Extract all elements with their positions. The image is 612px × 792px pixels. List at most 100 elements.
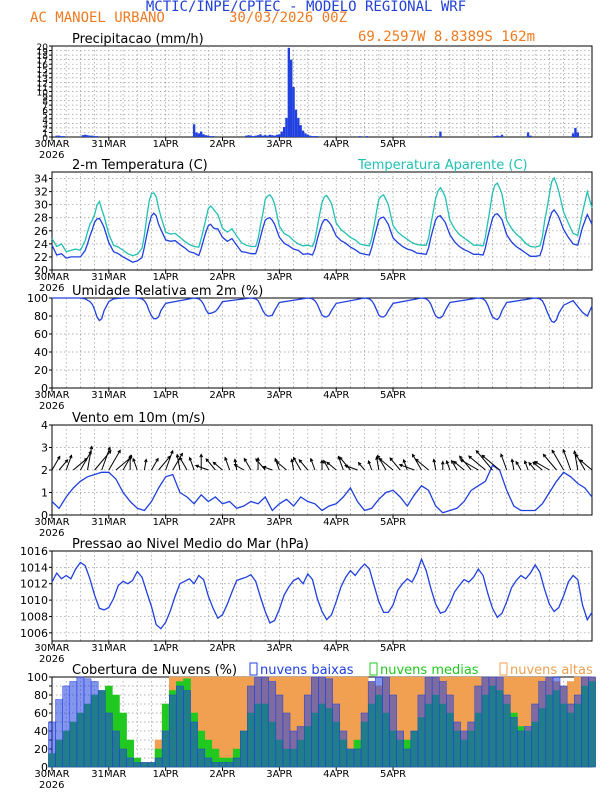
cloud-bar-nuvens-baixas <box>48 721 56 768</box>
precip-ytick-label: 8 <box>42 98 48 108</box>
clouds-xtick-label: 30MAR <box>34 769 69 780</box>
precip-ytick-label: 7 <box>42 102 48 112</box>
wind-vector <box>276 461 287 471</box>
humidity-ytick-label: 0 <box>41 382 48 395</box>
cloud-bar-nuvens-baixas <box>552 676 561 768</box>
precip-bar <box>197 133 201 137</box>
wind-xtick-label: 5APR <box>380 517 406 528</box>
wind-ytick-label: 0 <box>41 509 48 522</box>
wind-ytick-label: 4 <box>41 419 48 432</box>
cloud-bar-nuvens-baixas <box>382 676 390 768</box>
cloud-bar-nuvens-baixas <box>438 681 447 768</box>
pressure-xtick-label: 2APR <box>209 643 235 654</box>
precip-ytick-label: 15 <box>37 66 48 76</box>
cloud-bar-nuvens-baixas <box>524 726 532 768</box>
precip-bar <box>93 136 96 137</box>
cloud-bar-nuvens-baixas <box>154 757 163 768</box>
precip-bar <box>576 132 579 137</box>
clouds-title: Cobertura de Nuvens (%) <box>72 663 237 678</box>
precip-bar <box>83 134 87 137</box>
wind-vector-head <box>344 464 349 469</box>
precip-ytick-label: 3 <box>42 120 48 130</box>
precip-bar <box>316 136 319 137</box>
precip-bar <box>200 131 203 137</box>
precip-bar <box>245 135 248 137</box>
precip-ytick-label: 4 <box>42 116 48 126</box>
humidity-line <box>52 297 593 324</box>
precip-bar <box>207 135 210 137</box>
cloud-bar-nuvens-baixas <box>467 721 476 768</box>
wind-vector-head <box>389 457 394 462</box>
cloud-bar-nuvens-baixas <box>112 730 120 768</box>
clouds-ytick-label: 60 <box>34 707 48 720</box>
cloud-legend-swatch <box>249 662 258 676</box>
wind-vector-head <box>440 460 445 465</box>
wind-vector-head <box>275 460 280 465</box>
precip-bar <box>299 125 302 137</box>
precip-bar <box>358 136 362 137</box>
wind-vector-head <box>89 445 94 450</box>
wind-vector <box>562 449 572 471</box>
clouds-xtick-label: 3APR <box>266 769 292 780</box>
wind-vector-head <box>367 459 371 465</box>
wind-vector <box>224 457 231 471</box>
precip-bar <box>304 133 307 137</box>
precip-bar <box>252 136 255 137</box>
wind-vector <box>579 459 593 471</box>
precip-bar <box>266 135 269 137</box>
precip-bar <box>91 135 94 137</box>
temperature-ytick-label: 20 <box>34 264 48 277</box>
wind-vector <box>158 455 171 471</box>
cloud-legend-swatch <box>499 662 508 676</box>
wind-vector-head <box>292 456 297 461</box>
wind-vector <box>542 454 557 471</box>
wind-vector-head <box>212 461 217 466</box>
precip-ytick-label: 16 <box>37 61 49 71</box>
wind-vector-head <box>233 458 238 463</box>
precip-bar <box>273 135 276 137</box>
humidity-ytick-label: 60 <box>34 328 48 341</box>
precip-bar <box>365 136 369 137</box>
cloud-bar-nuvens-baixas <box>360 712 369 768</box>
wind-vector <box>79 451 92 471</box>
wind-vector-head <box>69 454 73 459</box>
wind-vector-head <box>575 453 579 458</box>
humidity-ytick-label: 40 <box>34 346 48 359</box>
precip-bar <box>434 136 437 137</box>
cloud-bar-nuvens-baixas <box>55 699 63 768</box>
cloud-bar-nuvens-baixas <box>76 676 85 768</box>
wind-vector-head <box>323 459 327 464</box>
precip-ytick-label: 2 <box>42 125 48 135</box>
cloud-bar-nuvens-baixas <box>303 694 312 768</box>
precip-bar <box>292 86 295 137</box>
precip-bar <box>301 130 305 137</box>
precip-bar <box>439 131 442 137</box>
wind-vector-head <box>533 461 538 465</box>
cloud-bar-nuvens-baixas <box>446 694 454 768</box>
precip-ytick-label: 6 <box>42 107 48 117</box>
wind-vector <box>72 458 88 471</box>
cloud-bar-nuvens-baixas <box>488 676 497 768</box>
cloud-bar-nuvens-baixas <box>332 703 341 768</box>
wind-ytick-label: 3 <box>41 442 48 455</box>
cloud-bar-nuvens-baixas <box>559 685 568 768</box>
cloud-bar-nuvens-baixas <box>403 748 412 768</box>
wind-vector-head <box>500 453 504 458</box>
wind-vector-head <box>458 455 463 460</box>
wind-vector-head <box>378 457 383 462</box>
wind-vector <box>132 458 138 471</box>
precip-bar <box>263 135 267 137</box>
precip-ytick-label: 18 <box>37 52 49 62</box>
cloud-bar-nuvens-baixas <box>502 694 511 768</box>
precip-bar <box>55 135 58 137</box>
humidity-xtick-label: 5APR <box>380 390 406 401</box>
precip-bar <box>526 132 530 137</box>
precip-bar <box>271 135 274 137</box>
pressure-ytick-label: 1016 <box>20 545 48 558</box>
temperature-ytick-label: 28 <box>34 212 48 225</box>
precip-bar <box>247 135 250 137</box>
cloud-bar-nuvens-baixas <box>353 748 362 768</box>
temperature-xtick-label: 1APR <box>153 272 179 283</box>
precip-bar <box>574 127 577 137</box>
cloud-bar-nuvens-baixas <box>460 730 468 768</box>
